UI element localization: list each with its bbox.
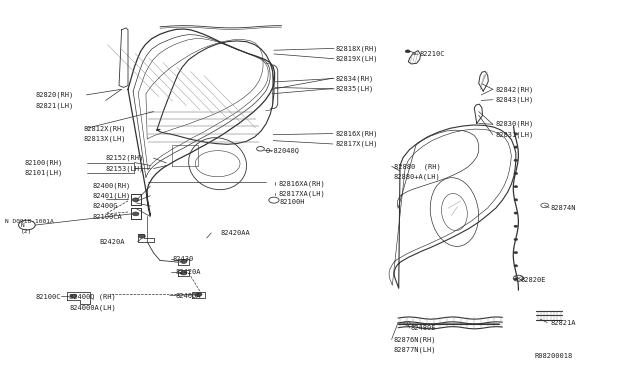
Circle shape [132, 198, 139, 202]
Circle shape [514, 278, 518, 280]
Text: 82100H: 82100H [279, 199, 305, 205]
Text: 82400(RH): 82400(RH) [93, 182, 131, 189]
Text: 82821(LH): 82821(LH) [35, 103, 74, 109]
Text: 82817XA(LH): 82817XA(LH) [278, 191, 325, 198]
Text: 82820E: 82820E [520, 277, 546, 283]
Text: 82400Q (RH): 82400Q (RH) [69, 294, 116, 300]
Circle shape [514, 265, 518, 267]
Text: 82480E: 82480E [411, 325, 436, 331]
Text: 82100C: 82100C [35, 294, 61, 300]
Text: 82818X(RH): 82818X(RH) [336, 45, 378, 52]
Circle shape [405, 50, 410, 53]
Text: 82100CA: 82100CA [93, 214, 122, 219]
Text: 82821A: 82821A [550, 320, 576, 326]
Text: 82100(RH): 82100(RH) [24, 159, 63, 166]
Text: 82400A: 82400A [176, 293, 202, 299]
Circle shape [180, 271, 187, 275]
Circle shape [514, 238, 518, 241]
Circle shape [514, 212, 518, 214]
Text: R08200018: R08200018 [534, 353, 573, 359]
Circle shape [514, 133, 518, 135]
Circle shape [70, 294, 77, 298]
Text: 82420A: 82420A [176, 269, 202, 275]
Text: 82831(LH): 82831(LH) [496, 131, 534, 138]
Text: N D0918-1001A: N D0918-1001A [5, 219, 54, 224]
Text: 82816X(RH): 82816X(RH) [336, 130, 378, 137]
Text: 82880  (RH): 82880 (RH) [394, 163, 440, 170]
Text: 82816XA(RH): 82816XA(RH) [278, 180, 325, 187]
Text: 82880+A(LH): 82880+A(LH) [394, 173, 440, 180]
Text: B2420A: B2420A [99, 239, 125, 245]
Text: 82153(LH): 82153(LH) [106, 165, 144, 172]
Text: 82834(RH): 82834(RH) [336, 75, 374, 82]
Text: O-82040Q: O-82040Q [266, 147, 300, 153]
Text: 82101(LH): 82101(LH) [24, 170, 63, 176]
Text: 82830(RH): 82830(RH) [496, 121, 534, 128]
Text: 82210C: 82210C [419, 51, 445, 57]
Text: 82400G: 82400G [93, 203, 118, 209]
Circle shape [180, 260, 187, 263]
Text: 82876N(RH): 82876N(RH) [394, 336, 436, 343]
Text: 82842(RH): 82842(RH) [496, 86, 534, 93]
Circle shape [514, 251, 518, 254]
Circle shape [195, 293, 202, 296]
Text: 82813X(LH): 82813X(LH) [83, 135, 125, 142]
Text: 824000A(LH): 824000A(LH) [69, 304, 116, 311]
Text: (2): (2) [20, 229, 32, 234]
Text: 82835(LH): 82835(LH) [336, 86, 374, 92]
Text: 82820(RH): 82820(RH) [35, 92, 74, 98]
Text: 82843(LH): 82843(LH) [496, 96, 534, 103]
Circle shape [514, 146, 518, 148]
Circle shape [132, 212, 139, 216]
Text: 82877N(LH): 82877N(LH) [394, 346, 436, 353]
Text: N: N [20, 222, 24, 228]
Text: 82874N: 82874N [550, 205, 576, 211]
Text: 82812X(RH): 82812X(RH) [83, 125, 125, 132]
Circle shape [514, 186, 518, 188]
Text: 82152(RH): 82152(RH) [106, 155, 144, 161]
Circle shape [514, 199, 518, 201]
Circle shape [514, 225, 518, 227]
Text: 82420AA: 82420AA [221, 230, 250, 236]
Circle shape [514, 159, 518, 161]
Text: 82430: 82430 [173, 256, 194, 262]
Circle shape [514, 172, 518, 174]
Text: 82401(LH): 82401(LH) [93, 192, 131, 199]
Text: 82819X(LH): 82819X(LH) [336, 55, 378, 62]
Circle shape [139, 234, 145, 238]
Text: 82817X(LH): 82817X(LH) [336, 141, 378, 147]
